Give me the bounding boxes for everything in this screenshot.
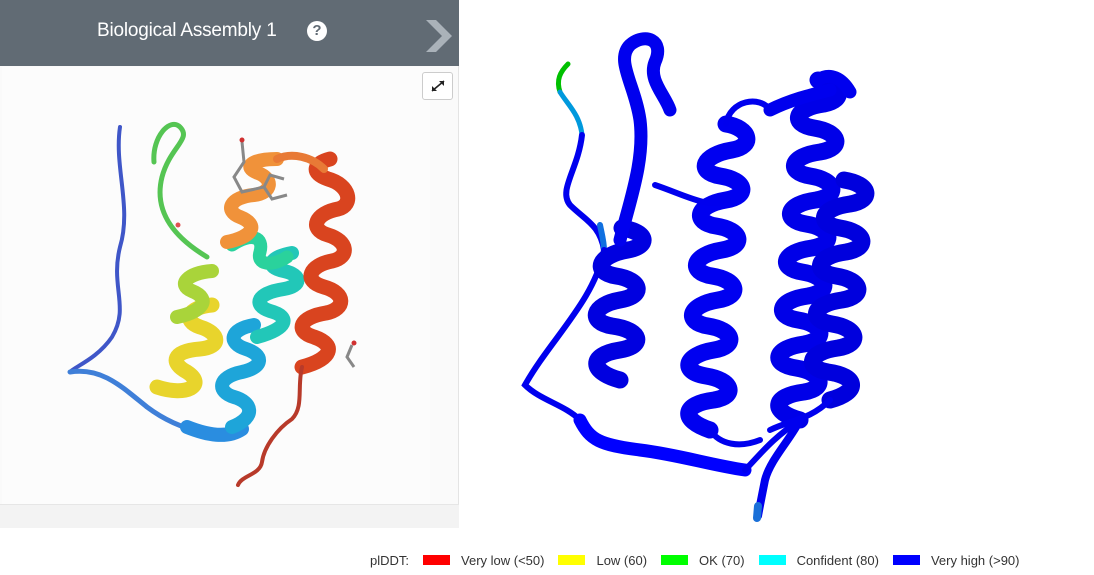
legend-item-very-low: Very low (<50) (423, 553, 544, 568)
plddt-structure-image (521, 32, 875, 522)
legend-item-confident: Confident (80) (758, 552, 879, 568)
legend-item-very-high: Very high (>90) (892, 552, 1020, 568)
chevron-right-icon[interactable] (420, 16, 456, 56)
expand-icon (431, 80, 445, 92)
legend-swatch (423, 555, 451, 565)
help-icon[interactable]: ? (307, 21, 327, 41)
legend-label: OK (70) (699, 552, 745, 568)
plddt-3d-viewer[interactable] (470, 0, 1094, 540)
panel-footer (0, 504, 459, 528)
legend-title: plDDT: (370, 552, 410, 568)
legend-item-ok: OK (70) (661, 553, 745, 568)
legend-swatch (558, 555, 586, 565)
expand-button[interactable] (422, 72, 453, 100)
legend-label: Confident (80) (796, 552, 879, 568)
legend-item-low: Low (60) (558, 553, 647, 568)
panel-title: Biological Assembly 1 (97, 20, 277, 41)
legend-label: Very low (<50) (461, 552, 545, 568)
legend-label: Very high (>90) (930, 552, 1020, 568)
assembly-structure-image (67, 122, 357, 487)
plddt-legend: plDDT: Very low (<50) Low (60) OK (70) C… (370, 550, 1019, 570)
legend-label: Low (60) (596, 552, 648, 568)
legend-swatch (661, 555, 689, 565)
structure-panel: Biological Assembly 1 ? (0, 0, 459, 528)
legend-swatch (892, 555, 920, 565)
assembly-3d-viewer[interactable] (2, 67, 430, 504)
panel-header: Biological Assembly 1 ? (0, 0, 459, 66)
legend-swatch (758, 555, 786, 565)
